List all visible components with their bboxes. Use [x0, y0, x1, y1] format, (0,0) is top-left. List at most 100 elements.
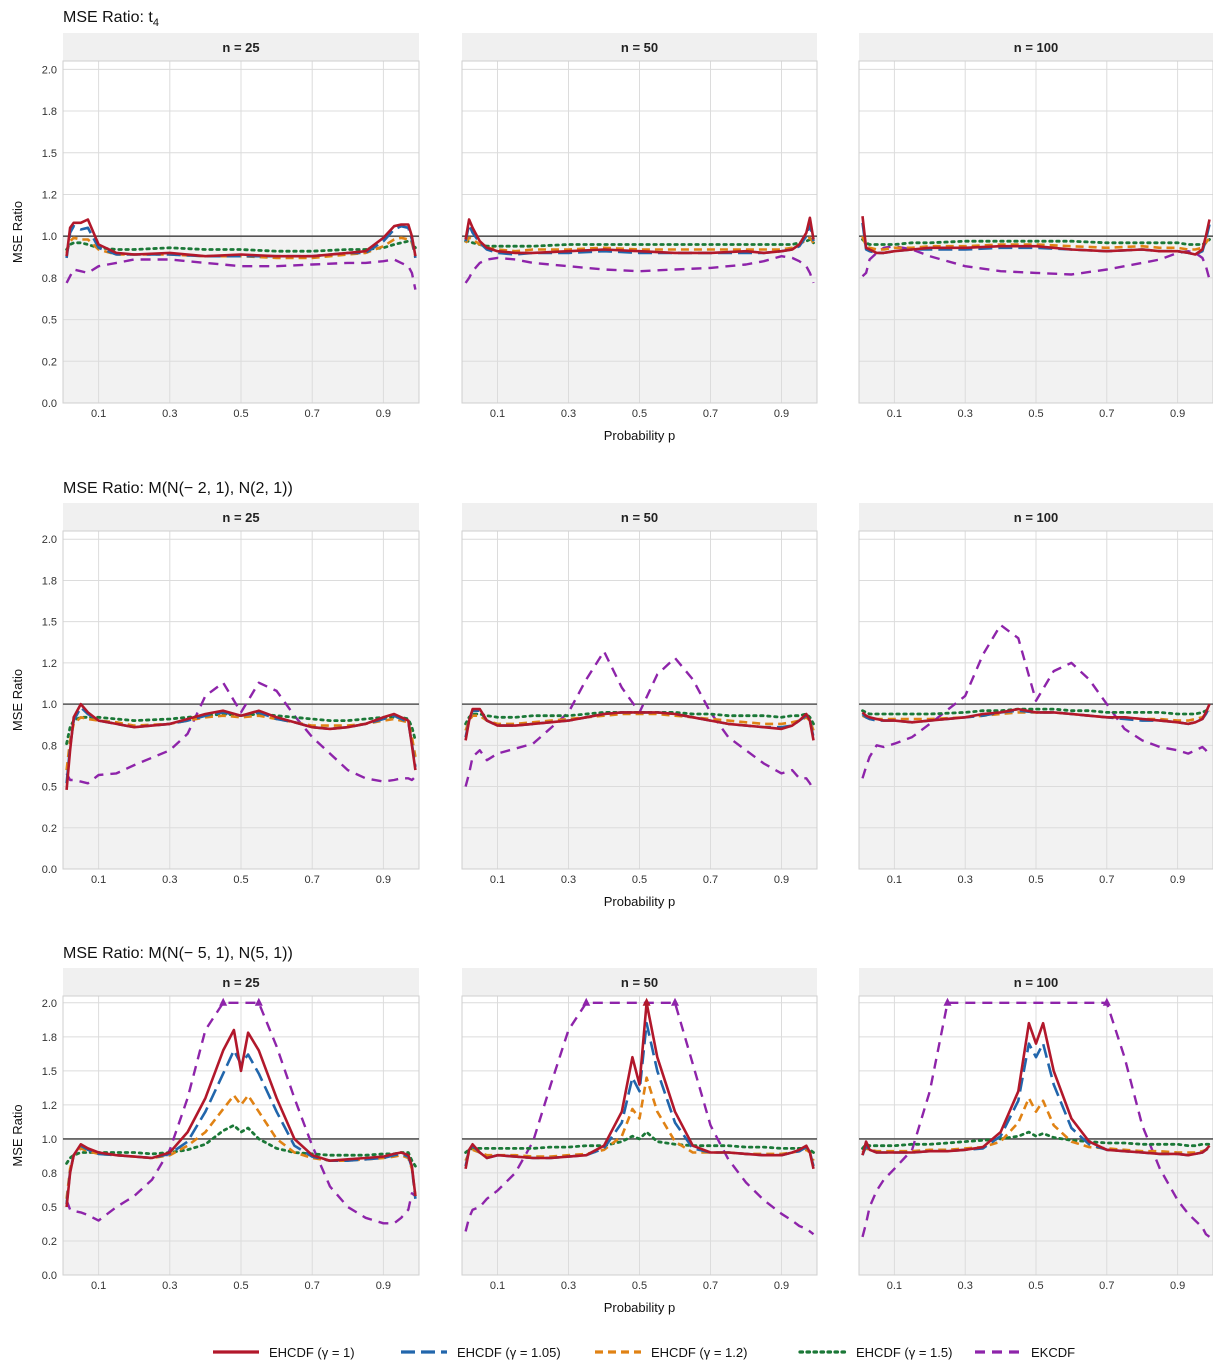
x-tick-label: 0.5: [233, 408, 248, 420]
x-tick-label: 0.7: [703, 1280, 718, 1292]
y-axis-label: MSE Ratio: [10, 1104, 25, 1166]
legend-item: EKCDF: [975, 1345, 1075, 1360]
x-tick-label: 0.5: [233, 1280, 248, 1292]
row-title: MSE Ratio: M(N(− 2, 1), N(2, 1)): [63, 480, 293, 497]
ekcdf-line: [464, 650, 815, 791]
ehcdf-gamma-1-line: [65, 218, 417, 258]
x-tick-label: 0.1: [887, 1280, 902, 1292]
facet-panel: n = 50 0.1 0.3 0.5 0.7 0.9: [461, 503, 818, 886]
facet-strip: [63, 503, 419, 531]
capped-value-marker: [943, 997, 952, 1006]
x-tick-label: 0.7: [305, 408, 320, 420]
ekcdf-line: [65, 1001, 417, 1225]
facet-panel: n = 25 0.0 0.2 0.5 0.8 1.0 1.2 1.5 1.8 2.0 0.1 0.3 0…: [42, 33, 420, 420]
x-tick-label: 0.3: [958, 408, 973, 420]
x-tick-label: 0.7: [305, 1280, 320, 1292]
facet-strip-label: n = 100: [1014, 40, 1058, 55]
x-tick-label: 0.1: [91, 1280, 106, 1292]
ehcdf-gamma-1-5-line: [65, 1123, 417, 1168]
panel-border: [62, 995, 420, 1276]
capped-value-marker: [671, 997, 679, 1006]
y-tick-label: 0.8: [42, 740, 57, 752]
legend-item: EHCDF (γ = 1): [213, 1345, 355, 1360]
y-tick-label: 1.2: [42, 1100, 57, 1112]
ehcdf-gamma-1-line: [65, 702, 417, 791]
y-tick-label: 0.0: [42, 398, 57, 410]
ehcdf-gamma-1-line: [65, 1028, 417, 1208]
capped-value-marker: [642, 997, 651, 1006]
facet-panel: n = 50 0.1 0.3 0.5 0.7 0.9: [461, 968, 818, 1292]
x-tick-label: 0.7: [703, 408, 718, 420]
facet-strip-label: n = 25: [222, 510, 259, 525]
x-tick-label: 0.9: [1170, 874, 1185, 886]
ehcdf-gamma-1-2-line: [861, 235, 1211, 251]
facet-strip: [859, 968, 1213, 996]
ekcdf-line: [464, 255, 815, 284]
y-tick-label: 2.0: [42, 534, 57, 546]
x-axis-label: Probability p: [604, 894, 676, 909]
legend-label: EHCDF (γ = 1): [269, 1345, 355, 1360]
ehcdf-gamma-1-2-line: [65, 1094, 417, 1199]
facet-strip: [462, 33, 817, 61]
y-tick-label: 2.0: [42, 64, 57, 76]
x-tick-label: 0.3: [162, 408, 177, 420]
y-tick-label: 1.0: [42, 1134, 57, 1146]
x-axis-label: Probability p: [604, 428, 676, 443]
capped-value-marker: [582, 997, 591, 1006]
facet-strip: [859, 503, 1213, 531]
facet-strip-label: n = 50: [621, 40, 658, 55]
x-tick-label: 0.5: [632, 874, 647, 886]
y-tick-label: 1.2: [42, 189, 57, 201]
x-tick-label: 0.9: [1170, 408, 1185, 420]
facet-strip: [63, 33, 419, 61]
facet-panel: n = 25 0.0 0.2 0.5 0.8 1.0 1.2 1.5 1.8 2.0 0.1 0.3 0…: [42, 968, 420, 1292]
x-tick-label: 0.5: [1028, 1280, 1043, 1292]
panel-border: [858, 530, 1213, 870]
x-tick-label: 0.1: [490, 874, 505, 886]
facet-strip-label: n = 50: [621, 975, 658, 990]
y-tick-label: 1.2: [42, 658, 57, 670]
chart-row-1: MSE Ratio: t4 MSE Ratio Probability p n = 2…: [10, 9, 1213, 443]
x-tick-label: 0.7: [703, 874, 718, 886]
ehcdf-gamma-1-line: [861, 703, 1211, 726]
panel-border: [461, 995, 818, 1276]
x-axis-label: Probability p: [604, 1300, 676, 1315]
x-tick-label: 0.9: [376, 1280, 391, 1292]
facet-panel: n = 25 0.0 0.2 0.5 0.8 1.0 1.2 1.5 1.8 2.0 0.1 0.3 0…: [42, 503, 420, 886]
y-tick-label: 1.0: [42, 699, 57, 711]
facet-panel: n = 100 0.1 0.3 0.5 0.7 0.9: [858, 503, 1213, 886]
x-tick-label: 0.9: [1170, 1280, 1185, 1292]
facet-strip: [462, 503, 817, 531]
ehcdf-gamma-1-5-line: [861, 238, 1211, 246]
legend-label: EHCDF (γ = 1.2): [651, 1345, 747, 1360]
x-tick-label: 0.9: [774, 874, 789, 886]
y-tick-label: 0.8: [42, 1168, 57, 1180]
y-axis-label: MSE Ratio: [10, 669, 25, 731]
x-tick-label: 0.3: [561, 874, 576, 886]
x-tick-label: 0.7: [1099, 408, 1114, 420]
panel-border: [858, 995, 1213, 1276]
capped-value-marker: [254, 997, 263, 1006]
ekcdf-line: [464, 1001, 815, 1236]
capped-value-marker: [219, 997, 228, 1006]
ehcdf-gamma-1-line: [464, 707, 815, 741]
x-tick-label: 0.5: [632, 408, 647, 420]
chart-row-3: MSE Ratio: M(N(− 5, 1), N(5, 1)) MSE Rati…: [10, 945, 1213, 1315]
x-tick-label: 0.9: [376, 874, 391, 886]
x-tick-label: 0.3: [958, 1280, 973, 1292]
y-tick-label: 1.5: [42, 617, 57, 629]
facet-panel: n = 100 0.1 0.3 0.5 0.7 0.9: [858, 33, 1213, 420]
y-tick-label: 1.8: [42, 1032, 57, 1044]
row-title: MSE Ratio: t4: [63, 9, 159, 29]
legend: EHCDF (γ = 1) EHCDF (γ = 1.05) EHCDF (γ = …: [213, 1345, 1075, 1360]
x-tick-label: 0.3: [561, 1280, 576, 1292]
facet-panel: n = 50 0.1 0.3 0.5 0.7 0.9: [461, 33, 818, 420]
y-tick-label: 0.8: [42, 273, 57, 285]
ehcdf-gamma-1-line: [464, 216, 815, 255]
ekcdf-line: [65, 681, 417, 785]
ehcdf-gamma-1-5-line: [464, 1130, 815, 1154]
capped-value-marker: [1102, 997, 1111, 1006]
ehcdf-gamma-1-line: [861, 1021, 1211, 1157]
panel-border: [858, 60, 1213, 404]
